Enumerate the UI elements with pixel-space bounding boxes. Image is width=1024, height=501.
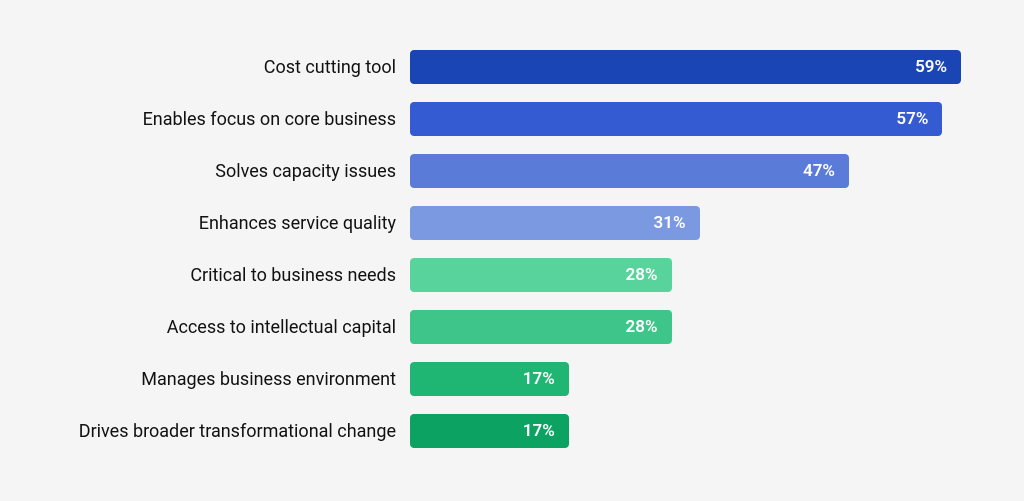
bar-area: 17% xyxy=(410,362,984,396)
bar-row: Critical to business needs 28% xyxy=(0,258,984,292)
bar-value: 28% xyxy=(626,317,658,337)
bar-label: Solves capacity issues xyxy=(0,161,410,182)
bar-area: 28% xyxy=(410,310,984,344)
bar-row: Drives broader transformational change 1… xyxy=(0,414,984,448)
bar-row: Access to intellectual capital 28% xyxy=(0,310,984,344)
bar: 31% xyxy=(410,206,700,240)
bar-label: Critical to business needs xyxy=(0,265,410,286)
bar: 59% xyxy=(410,50,961,84)
bar-row: Enhances service quality 31% xyxy=(0,206,984,240)
bar: 17% xyxy=(410,362,569,396)
bar-row: Enables focus on core business 57% xyxy=(0,102,984,136)
bar-row: Cost cutting tool 59% xyxy=(0,50,984,84)
bar-label: Enables focus on core business xyxy=(0,109,410,130)
bar-value: 17% xyxy=(523,369,555,389)
bar: 28% xyxy=(410,310,672,344)
bar-area: 59% xyxy=(410,50,984,84)
bar-label: Cost cutting tool xyxy=(0,57,410,78)
bar: 28% xyxy=(410,258,672,292)
bar: 17% xyxy=(410,414,569,448)
bar-row: Manages business environment 17% xyxy=(0,362,984,396)
bar-value: 17% xyxy=(523,421,555,441)
bar-value: 59% xyxy=(915,57,947,77)
bar-area: 17% xyxy=(410,414,984,448)
bar-value: 47% xyxy=(803,161,835,181)
bar-area: 57% xyxy=(410,102,984,136)
bar-value: 28% xyxy=(626,265,658,285)
bar-label: Access to intellectual capital xyxy=(0,317,410,338)
bar-label: Enhances service quality xyxy=(0,213,410,234)
bar-value: 31% xyxy=(654,213,686,233)
bar-value: 57% xyxy=(896,109,928,129)
bar-area: 28% xyxy=(410,258,984,292)
bar: 57% xyxy=(410,102,942,136)
bar-area: 31% xyxy=(410,206,984,240)
bar-label: Drives broader transformational change xyxy=(0,421,410,442)
bar-label: Manages business environment xyxy=(0,369,410,390)
horizontal-bar-chart: Cost cutting tool 59% Enables focus on c… xyxy=(0,50,984,448)
bar: 47% xyxy=(410,154,849,188)
bar-row: Solves capacity issues 47% xyxy=(0,154,984,188)
bar-area: 47% xyxy=(410,154,984,188)
